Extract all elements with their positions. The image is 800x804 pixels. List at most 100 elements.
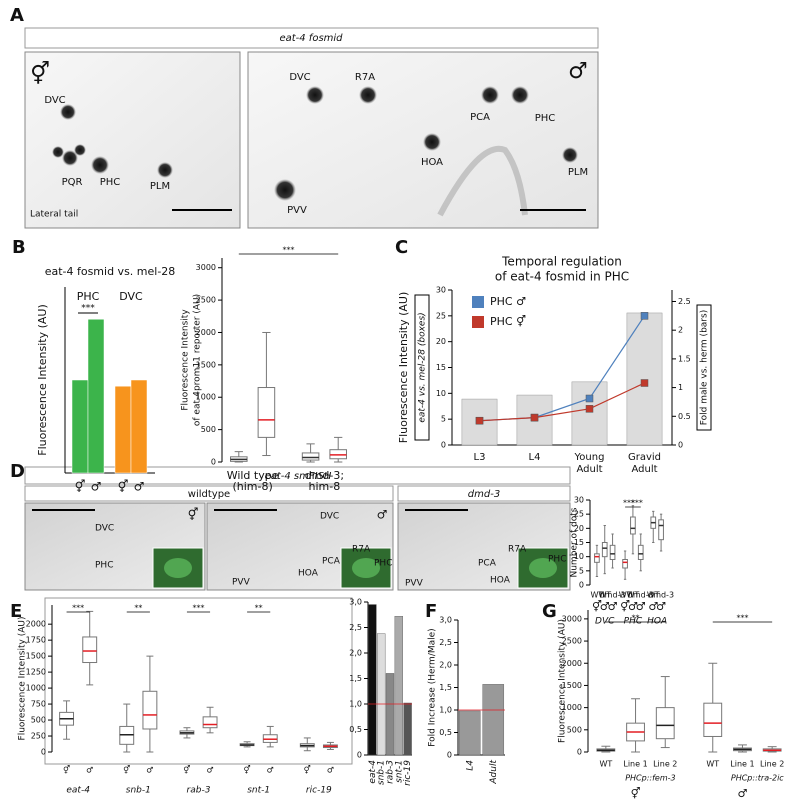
nucleus: [306, 86, 324, 104]
cell-label: HOA: [490, 576, 511, 586]
y-tick-label: 1500: [562, 681, 582, 690]
nucleus: [52, 146, 64, 158]
y-axis-label: eat-4 vs. mel-28 (boxes): [418, 312, 428, 422]
cell-label: PCA: [322, 557, 341, 567]
micrograph: [247, 51, 599, 229]
box-label: ⚥: [243, 765, 251, 775]
bar: [130, 379, 148, 474]
cell-label: DVC: [320, 512, 339, 522]
y-tick-label: 1,5: [439, 683, 452, 692]
box: [609, 544, 616, 560]
box: [655, 707, 675, 740]
cell-label: PLM: [568, 167, 588, 178]
y-axis-label: Fluorescence Intensity (AU): [36, 304, 49, 456]
cell-label: HOA: [298, 569, 319, 579]
sex-symbol: ♂: [377, 508, 388, 522]
box-label: dmd-3: [600, 591, 626, 600]
box-sex: ♂: [628, 600, 638, 613]
y-tick-label: 2,5: [439, 638, 452, 647]
nucleus: [562, 147, 578, 163]
x-tick-label: L4: [465, 760, 475, 771]
marker: [585, 394, 594, 403]
cell-label: PHC: [374, 559, 392, 569]
box-sex: ♂: [648, 600, 658, 613]
group-label: (him-8): [232, 480, 272, 493]
group-label: snb-1: [126, 786, 151, 796]
y-tick-label: 1000: [562, 703, 582, 712]
panel-header: eat-4 fosmid: [279, 33, 343, 44]
y-tick-label: 2: [678, 326, 683, 335]
box: [637, 544, 644, 560]
box: [257, 387, 276, 438]
y-tick-label: 10: [436, 389, 446, 398]
x-tick-label: snt-1: [394, 760, 404, 783]
x-tick-label: ⚥: [75, 480, 86, 494]
y-tick-label: 2.5: [678, 297, 691, 306]
box-sex: ♂: [636, 600, 646, 613]
header-box: [24, 466, 571, 485]
box: [142, 690, 158, 730]
x-tick-label: L4: [529, 452, 541, 463]
box-label: ♂: [267, 766, 274, 775]
x-tick-label: L3: [474, 452, 486, 463]
box: [703, 702, 723, 737]
annotation: ***: [736, 614, 748, 623]
y-tick-label: 2000: [562, 659, 582, 668]
line: [479, 382, 645, 422]
nucleus: [62, 150, 78, 166]
y-tick-label: 0: [447, 751, 452, 760]
box-label: dmd-3: [648, 591, 674, 600]
y-axis-label: Fluorescence Intensity (AU): [397, 292, 410, 444]
cell-label: PLM: [150, 181, 170, 192]
y-tick-label: 3,0: [349, 598, 362, 607]
y-tick-label: 1250: [26, 668, 46, 677]
sex-symbol: ⚥: [30, 60, 50, 87]
header-box: [24, 485, 394, 502]
y-tick-label: 0: [41, 748, 46, 757]
y-tick-label: 1,5: [349, 674, 362, 683]
box-label: ⚥: [183, 765, 191, 775]
cell-label: DVC: [289, 72, 310, 83]
y-tick-label: 25: [436, 311, 446, 320]
nucleus: [74, 144, 86, 156]
box-label: Line 2: [653, 760, 677, 769]
group-label: ⚥: [631, 787, 641, 800]
cell-label: PCA: [470, 112, 490, 123]
nucleus: [423, 133, 441, 151]
x-tick-label: eat-4: [368, 760, 378, 784]
y-tick-label: 1000: [26, 684, 46, 693]
transgene-label: PHCp::fem-3: [625, 774, 675, 783]
cell-label: R7A: [352, 545, 371, 555]
box-sex: ⚥: [620, 600, 630, 613]
y-tick-label: 2000: [26, 620, 46, 629]
label-frame: [696, 304, 712, 431]
box-sex: ⚥: [592, 600, 602, 613]
y-axis-label: of eat-4prom11 reporter (AU): [193, 294, 203, 426]
panel-letter: C: [395, 237, 408, 258]
box-sex: ♂: [608, 600, 618, 613]
y-tick-label: 2,0: [439, 661, 452, 670]
annotation: ***: [623, 499, 635, 508]
group-label: PHC: [77, 290, 100, 303]
box-label: dmd-3: [628, 591, 654, 600]
bar: [626, 312, 663, 446]
box: [594, 553, 600, 563]
y-tick-label: 500: [201, 425, 216, 434]
y-tick-label: 10: [574, 552, 584, 561]
y-tick-label: 2,5: [349, 623, 362, 632]
nucleus: [60, 104, 76, 120]
cell-label: PVV: [287, 205, 307, 216]
cell-label: HOA: [421, 157, 443, 168]
x-tick-label: Adult: [576, 464, 602, 475]
box: [622, 559, 628, 569]
pharynx-like: [437, 145, 528, 217]
box-label: WT: [627, 591, 640, 600]
panel-letter: G: [542, 601, 557, 622]
y-tick-label: 2000: [196, 328, 216, 337]
marker: [475, 416, 484, 425]
y2-axis-label: Fold male vs. herm (bars): [700, 310, 710, 425]
y-axis-label: Fluorescence Intensity: [181, 309, 191, 411]
panel-header: eat-4 smFISH: [265, 471, 332, 482]
cell-label: R7A: [355, 72, 375, 83]
